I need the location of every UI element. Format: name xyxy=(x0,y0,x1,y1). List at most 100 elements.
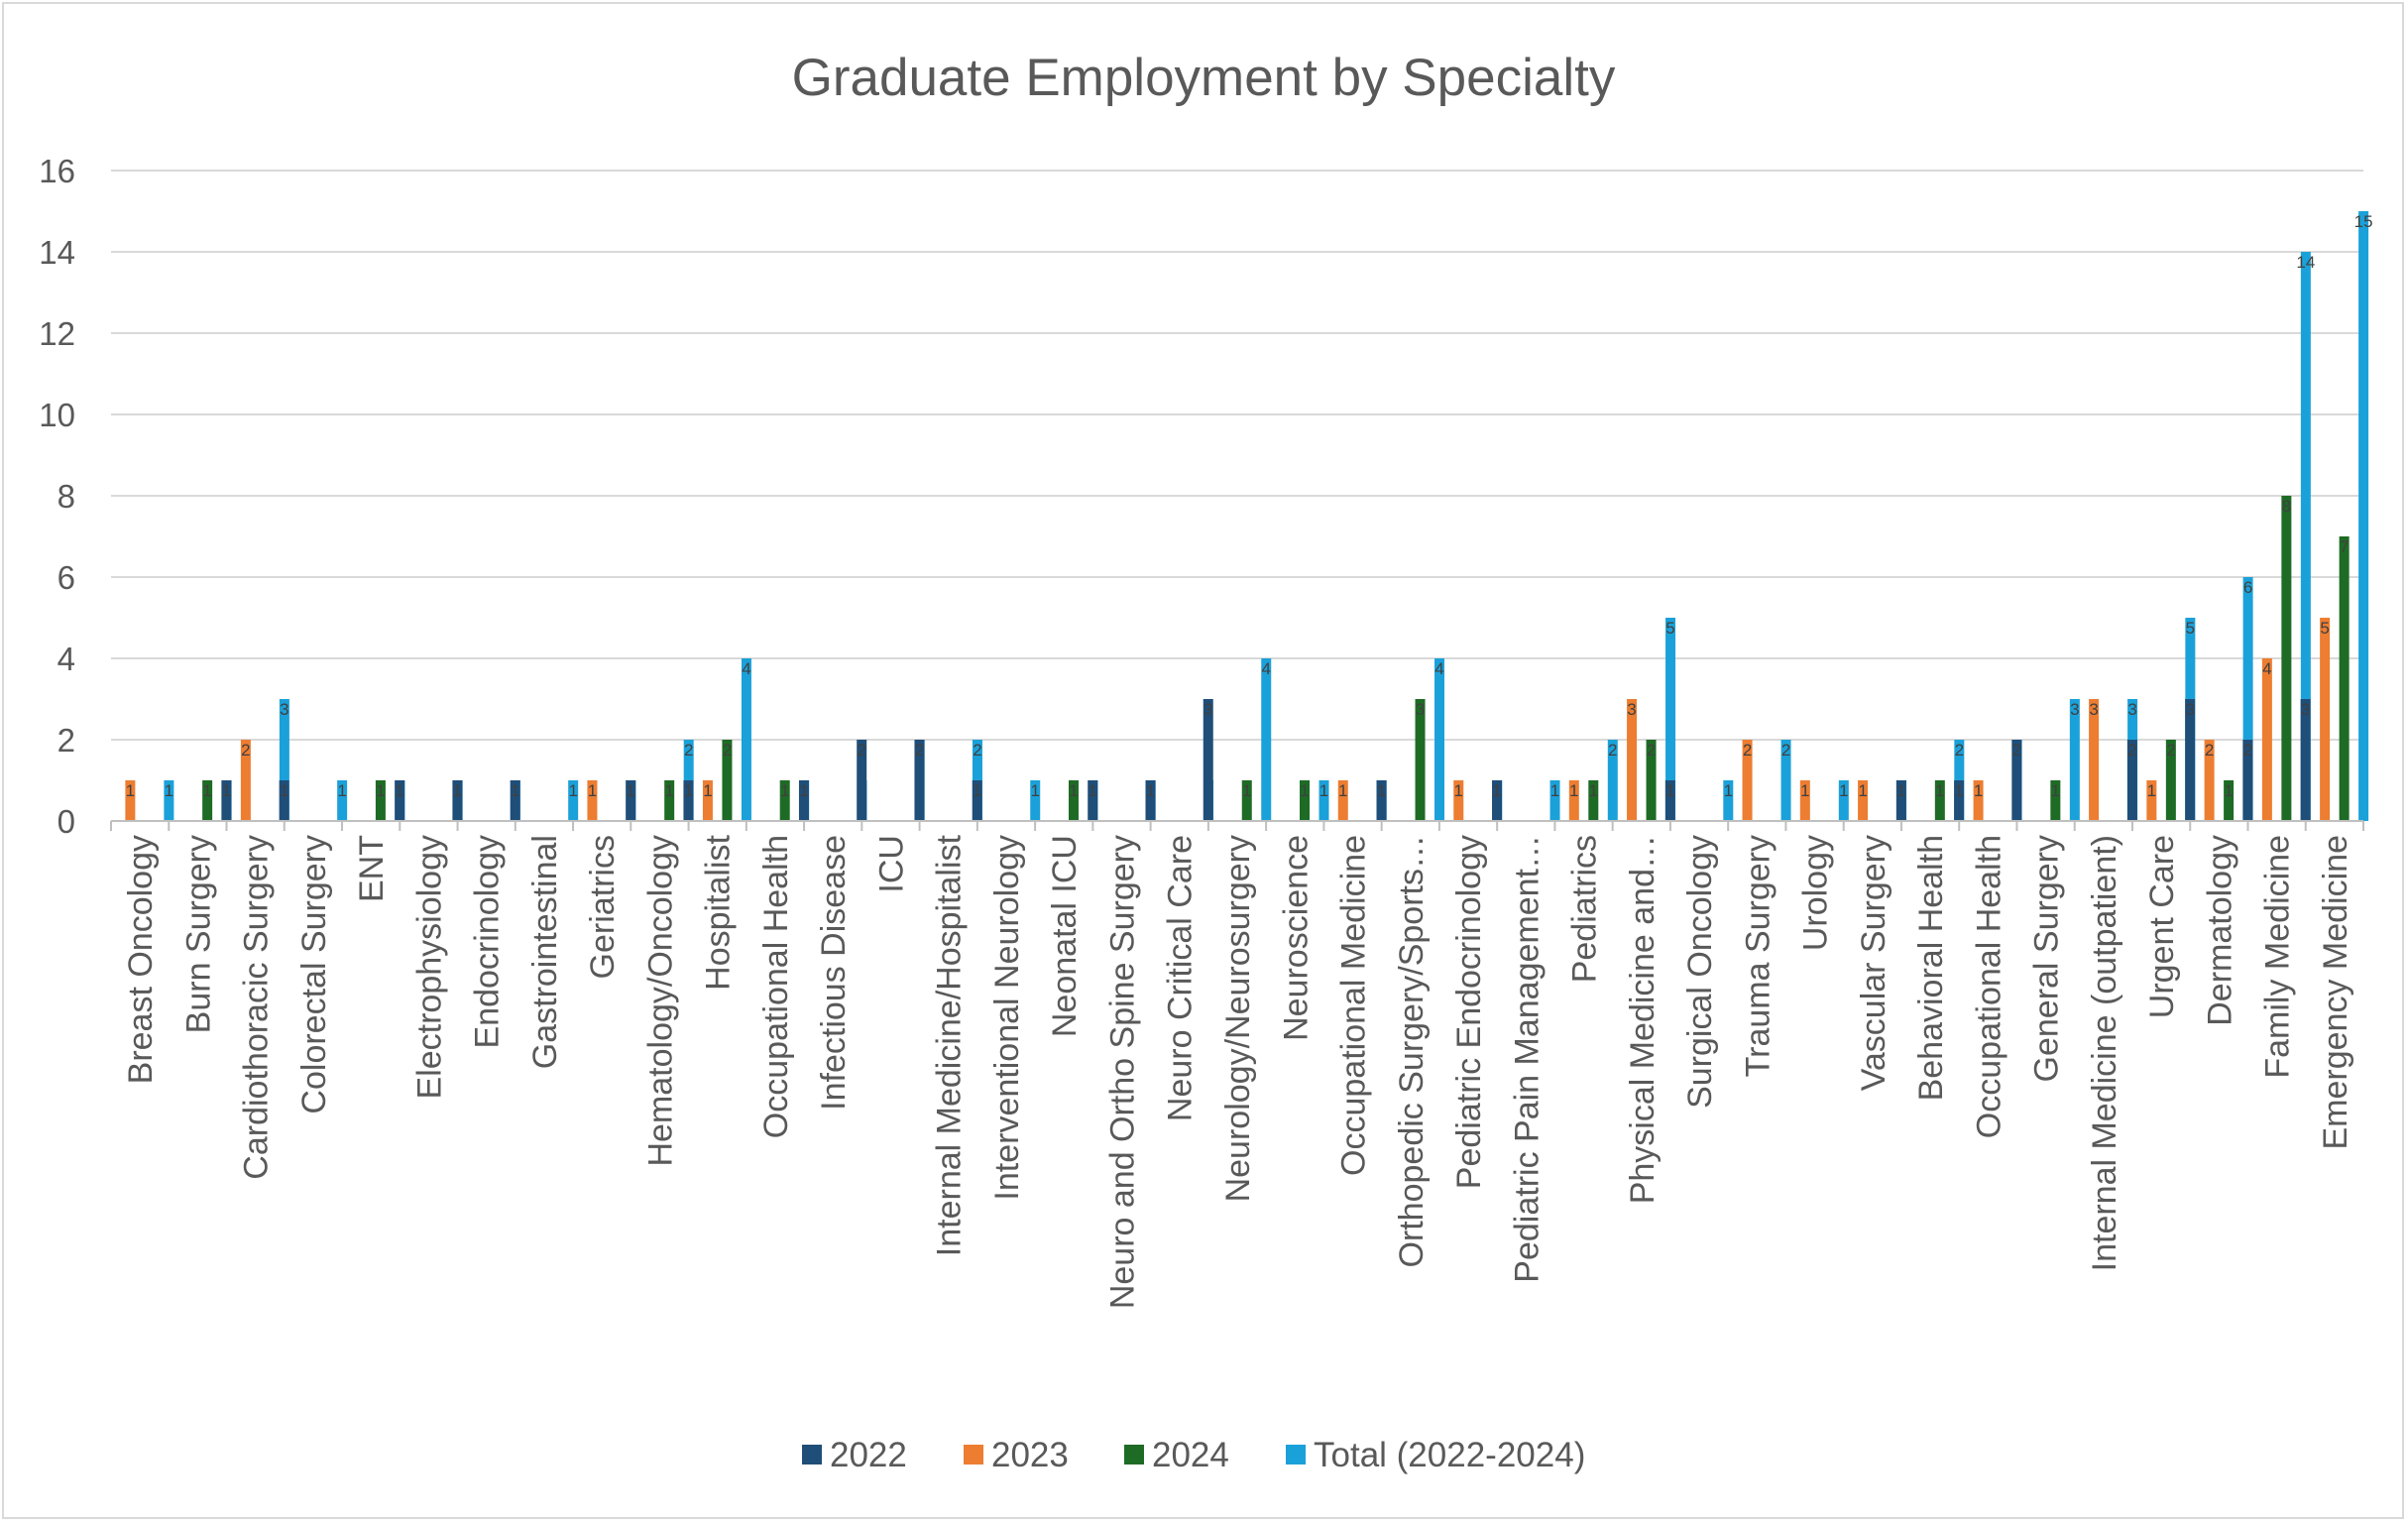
bar-total-2022-2024- xyxy=(741,658,751,821)
bar-2024 xyxy=(2339,536,2350,821)
x-category-label: Surgical Oncology xyxy=(1681,835,1719,1109)
bar-total-2022-2024- xyxy=(2300,252,2311,821)
bar-data-label: 1 xyxy=(1954,781,1963,800)
x-category-label: Electrophysiology xyxy=(410,835,448,1099)
x-axis xyxy=(110,820,2364,831)
bar-data-label: 1 xyxy=(1089,781,1097,800)
x-axis-category-labels: Breast Oncology Burn Surgery Cardiothoraci… xyxy=(122,834,2354,1309)
bar-data-label: 1 xyxy=(1454,781,1463,800)
bar-data-label: 1 xyxy=(280,781,288,800)
bar-2023 xyxy=(1858,780,1869,821)
bar-2023 xyxy=(587,780,598,821)
bar-2024 xyxy=(779,780,790,821)
bar-data-label: 1 xyxy=(780,781,789,800)
bar-2022 xyxy=(1088,780,1098,821)
bar-2024 xyxy=(1241,780,1252,821)
x-category-label: Neonatal ICU xyxy=(1046,835,1084,1037)
bar-2023 xyxy=(1453,780,1464,821)
bar-2022 xyxy=(2126,740,2137,821)
bar-data-label: 1 xyxy=(1569,781,1578,800)
bar-2022 xyxy=(1954,780,1965,821)
bar-data-label: 2 xyxy=(241,741,250,760)
bar-2023 xyxy=(2089,699,2100,821)
bar-data-label: 8 xyxy=(2282,497,2291,516)
bar-data-label: 1 xyxy=(2051,781,2060,800)
bar-data-label: 2 xyxy=(973,741,981,760)
bar-2022 xyxy=(2300,699,2311,821)
legend-item: 2024 xyxy=(1124,1436,1229,1474)
y-tick-label: 4 xyxy=(57,641,75,677)
bar-2022 xyxy=(1664,780,1675,821)
bar-2023 xyxy=(1973,780,1984,821)
bar-data-label: 1 xyxy=(376,781,385,800)
bar-2022 xyxy=(1895,780,1906,821)
bar-2023 xyxy=(125,780,136,821)
bar-2023 xyxy=(1337,780,1348,821)
y-axis-ticks: 0 2 4 6 8 10 12 14 16 xyxy=(39,153,75,840)
x-category-label: Pediatric Pain Management… xyxy=(1508,835,1546,1283)
bar-2024 xyxy=(202,780,213,821)
bar-data-label: 5 xyxy=(2186,619,2195,638)
y-tick-label: 0 xyxy=(57,803,75,840)
x-category-label: Occupational Medicine xyxy=(1335,835,1373,1176)
bar-data-label: 1 xyxy=(799,781,808,800)
y-tick-label: 16 xyxy=(39,153,75,189)
bar-2022 xyxy=(2185,699,2196,821)
bar-total-2022-2024- xyxy=(2069,699,2080,821)
bar-data-label: 4 xyxy=(2262,659,2271,678)
bar-total-2022-2024- xyxy=(1838,780,1849,821)
bar-2024 xyxy=(722,740,733,821)
x-category-label: Colorectal Surgery xyxy=(295,835,333,1114)
bar-data-label: 2 xyxy=(1608,741,1617,760)
x-category-label: Behavioral Health xyxy=(1912,835,1950,1101)
x-category-label: Orthopedic Surgery/Sports… xyxy=(1393,835,1431,1268)
bar-2024 xyxy=(664,780,675,821)
bar-2022 xyxy=(395,780,405,821)
bar-data-label: 2 xyxy=(857,741,865,760)
x-category-label: Neuro Critical Care xyxy=(1162,835,1200,1121)
bar-data-label: 1 xyxy=(684,781,693,800)
x-category-label: Breast Oncology xyxy=(122,835,160,1084)
bar-total-2022-2024- xyxy=(568,780,579,821)
x-category-label: Internal Medicine/Hospitalist xyxy=(931,834,969,1256)
x-category-label: Physical Medicine and… xyxy=(1624,835,1662,1204)
bar-data-label: 2 xyxy=(723,741,732,760)
bar-total-2022-2024- xyxy=(279,699,289,821)
y-tick-label: 8 xyxy=(57,478,75,515)
bar-total-2022-2024- xyxy=(164,780,174,821)
bar-data-label: 1 xyxy=(165,781,173,800)
bar-data-label: 1 xyxy=(1319,781,1328,800)
x-category-label: Occupational Health xyxy=(757,835,795,1138)
bar-2024 xyxy=(1646,740,1657,821)
x-category-label: Family Medicine xyxy=(2259,835,2297,1079)
legend-label: 2022 xyxy=(830,1436,907,1474)
x-category-label: Geriatrics xyxy=(584,835,622,979)
bar-data-label: 3 xyxy=(2089,700,2098,719)
x-category-label: Interventional Neurology xyxy=(988,835,1026,1201)
legend-swatch xyxy=(802,1445,822,1464)
bar-2023 xyxy=(2204,740,2215,821)
bar-2024 xyxy=(2224,780,2235,821)
x-category-label: Infectious Disease xyxy=(815,835,853,1111)
bar-total-2022-2024- xyxy=(1723,780,1734,821)
x-category-label: Trauma Surgery xyxy=(1739,835,1777,1077)
bar-data-label: 1 xyxy=(1800,781,1809,800)
bar-2024 xyxy=(1934,780,1945,821)
bar-data-label: 1 xyxy=(588,781,597,800)
bar-data-label: 2 xyxy=(2012,741,2021,760)
bar-data-label: 2 xyxy=(1647,741,1656,760)
x-category-label: Cardiothoracic Surgery xyxy=(238,835,276,1180)
bar-data-label: 1 xyxy=(1069,781,1078,800)
bar-2024 xyxy=(1300,780,1311,821)
bar-data-label: 1 xyxy=(1665,781,1674,800)
chart-title: Graduate Employment by Specialty xyxy=(792,49,1616,107)
bar-2022 xyxy=(798,780,809,821)
bar-data-label: 3 xyxy=(1204,700,1212,719)
legend-swatch xyxy=(1286,1445,1306,1464)
bar-total-2022-2024- xyxy=(1665,618,1676,821)
bar-data-label: 1 xyxy=(626,781,634,800)
bar-data-label: 1 xyxy=(202,781,211,800)
bar-data-label: 1 xyxy=(1146,781,1155,800)
bar-data-label: 6 xyxy=(2243,578,2252,597)
x-category-label: Internal Medicine (outpatient) xyxy=(2086,835,2123,1271)
